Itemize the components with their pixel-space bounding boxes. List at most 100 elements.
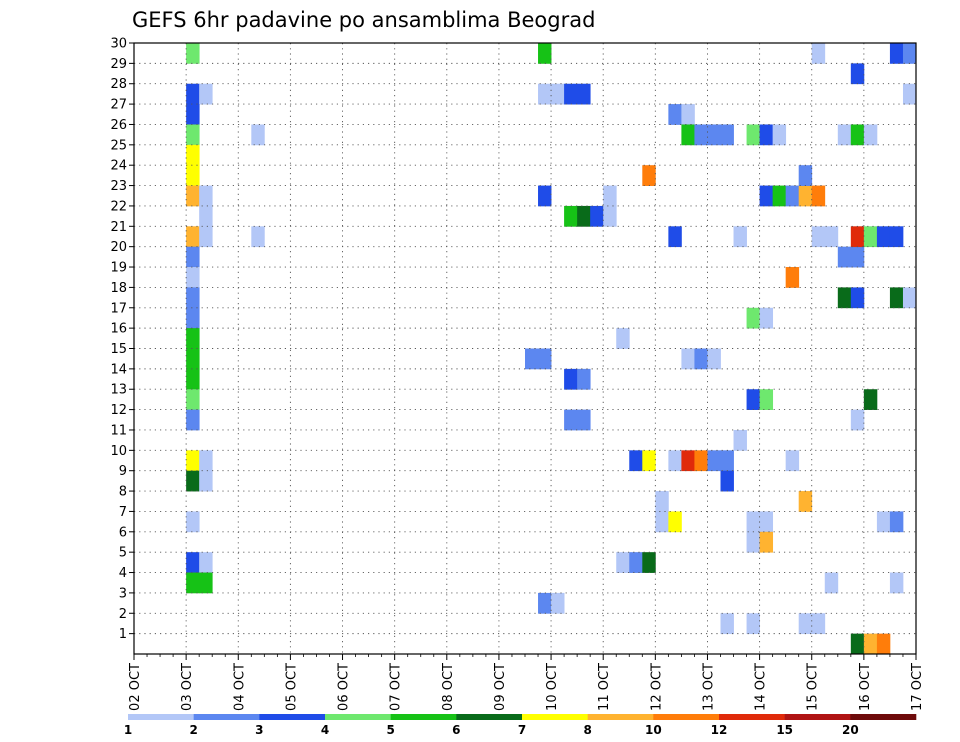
y-tick-label: 16 bbox=[110, 322, 127, 337]
heatmap-cell bbox=[681, 348, 695, 370]
heatmap-cell bbox=[746, 511, 760, 533]
heatmap-cell bbox=[655, 511, 669, 533]
y-tick-label: 11 bbox=[110, 423, 127, 438]
heatmap-cell bbox=[186, 124, 200, 146]
heatmap-cell bbox=[785, 185, 800, 207]
legend-swatch bbox=[390, 714, 457, 720]
legend-swatch bbox=[850, 714, 917, 720]
legend-label: 5 bbox=[386, 723, 394, 737]
legend-label: 2 bbox=[189, 723, 197, 737]
heatmap-cell bbox=[186, 511, 200, 533]
x-tick-label: 06 OCT bbox=[337, 663, 352, 711]
heatmap-cell bbox=[811, 43, 826, 64]
heatmap-cell bbox=[199, 470, 213, 492]
y-tick-label: 21 bbox=[110, 220, 127, 235]
heatmap-cell bbox=[720, 450, 734, 472]
heatmap-cell bbox=[668, 104, 682, 125]
heatmap-cell bbox=[186, 328, 200, 349]
heatmap-cell bbox=[720, 124, 734, 146]
heatmap-cell bbox=[551, 83, 565, 105]
legend-label: 3 bbox=[255, 723, 263, 737]
y-tick-label: 28 bbox=[110, 77, 127, 92]
heatmap-cell bbox=[772, 185, 787, 207]
heatmap-cell bbox=[850, 409, 865, 431]
heatmap-cell bbox=[733, 429, 747, 451]
legend-label: 10 bbox=[645, 723, 662, 737]
heatmap-cell bbox=[199, 226, 213, 248]
heatmap-cell bbox=[186, 348, 200, 370]
heatmap-cell bbox=[564, 409, 578, 431]
heatmap-cell bbox=[199, 552, 213, 573]
heatmap-cell bbox=[616, 552, 630, 573]
heatmap-cell bbox=[876, 226, 891, 248]
x-axis: 02 OCT 03 OCT 04 OCT 05 OCT 06 OCT 07 OCT 08 O… bbox=[128, 654, 925, 711]
heatmap-cell bbox=[707, 450, 721, 472]
x-tick-label: 03 OCT bbox=[180, 663, 195, 711]
heatmap-cell bbox=[616, 328, 630, 349]
heatmap-cell bbox=[902, 287, 917, 309]
heatmap-cell bbox=[186, 450, 200, 472]
x-tick-label: 09 OCT bbox=[493, 663, 508, 711]
heatmap-cell bbox=[889, 43, 904, 64]
y-tick-label: 27 bbox=[110, 98, 127, 113]
heatmap-cell bbox=[186, 267, 200, 288]
x-tick-label: 07 OCT bbox=[389, 663, 404, 711]
y-tick-label: 4 bbox=[119, 566, 127, 581]
y-tick-label: 1 bbox=[119, 627, 127, 642]
heatmap-cell bbox=[655, 491, 669, 512]
legend-label: 1 bbox=[124, 723, 132, 737]
heatmap-cell bbox=[681, 124, 695, 146]
heatmap-cell bbox=[642, 552, 656, 573]
heatmap-cell bbox=[629, 552, 643, 573]
heatmap-cell bbox=[733, 226, 747, 248]
heatmap-cell bbox=[811, 185, 826, 207]
legend-label: 6 bbox=[452, 723, 460, 737]
heatmap-cell bbox=[850, 246, 865, 268]
legend-swatch bbox=[193, 714, 260, 720]
heatmap-cell bbox=[876, 511, 891, 533]
y-tick-label: 14 bbox=[110, 362, 127, 377]
x-tick-label: 16 OCT bbox=[858, 663, 873, 711]
heatmap-cell bbox=[577, 368, 591, 390]
heatmap-cell bbox=[837, 124, 852, 146]
heatmap-cell bbox=[850, 63, 865, 85]
legend-swatch bbox=[653, 714, 720, 720]
heatmap-cell bbox=[590, 205, 604, 227]
heatmap-cell bbox=[785, 450, 800, 472]
heatmap-cell bbox=[746, 613, 760, 635]
heatmap-cell bbox=[186, 226, 200, 248]
x-tick-label: 12 OCT bbox=[649, 663, 664, 711]
y-tick-label: 22 bbox=[110, 199, 127, 214]
heatmap-cell bbox=[811, 226, 826, 248]
heatmap-cell bbox=[759, 389, 774, 410]
heatmap-cell bbox=[642, 450, 656, 472]
heatmap-cell bbox=[186, 572, 200, 594]
legend-label: 20 bbox=[842, 723, 859, 737]
y-tick-label: 18 bbox=[110, 281, 127, 296]
heatmap-cell bbox=[759, 307, 774, 329]
legend-swatch bbox=[784, 714, 851, 720]
heatmap-cell bbox=[694, 348, 708, 370]
y-tick-label: 17 bbox=[110, 301, 127, 316]
y-tick-label: 8 bbox=[119, 485, 127, 500]
y-tick-label: 15 bbox=[110, 342, 127, 357]
heatmap-cells bbox=[186, 43, 917, 655]
heatmap-cell bbox=[603, 205, 617, 227]
heatmap-cell bbox=[694, 124, 708, 146]
heatmap-cell bbox=[759, 185, 774, 207]
heatmap-cell bbox=[681, 450, 695, 472]
x-tick-label: 11 OCT bbox=[597, 663, 612, 711]
heatmap-cell bbox=[251, 226, 265, 248]
heatmap-cell bbox=[642, 165, 656, 186]
y-tick-label: 23 bbox=[110, 179, 127, 194]
heatmap-cell bbox=[759, 531, 774, 553]
legend-label: 4 bbox=[321, 723, 329, 737]
heatmap-cell bbox=[564, 368, 578, 390]
heatmap-cell bbox=[668, 511, 682, 533]
heatmap-cell bbox=[876, 633, 891, 655]
x-tick-label: 05 OCT bbox=[284, 663, 299, 711]
heatmap-cell bbox=[720, 470, 734, 492]
heatmap-cell bbox=[746, 531, 760, 553]
heatmap-cell bbox=[199, 450, 213, 472]
heatmap-cell bbox=[186, 185, 200, 207]
